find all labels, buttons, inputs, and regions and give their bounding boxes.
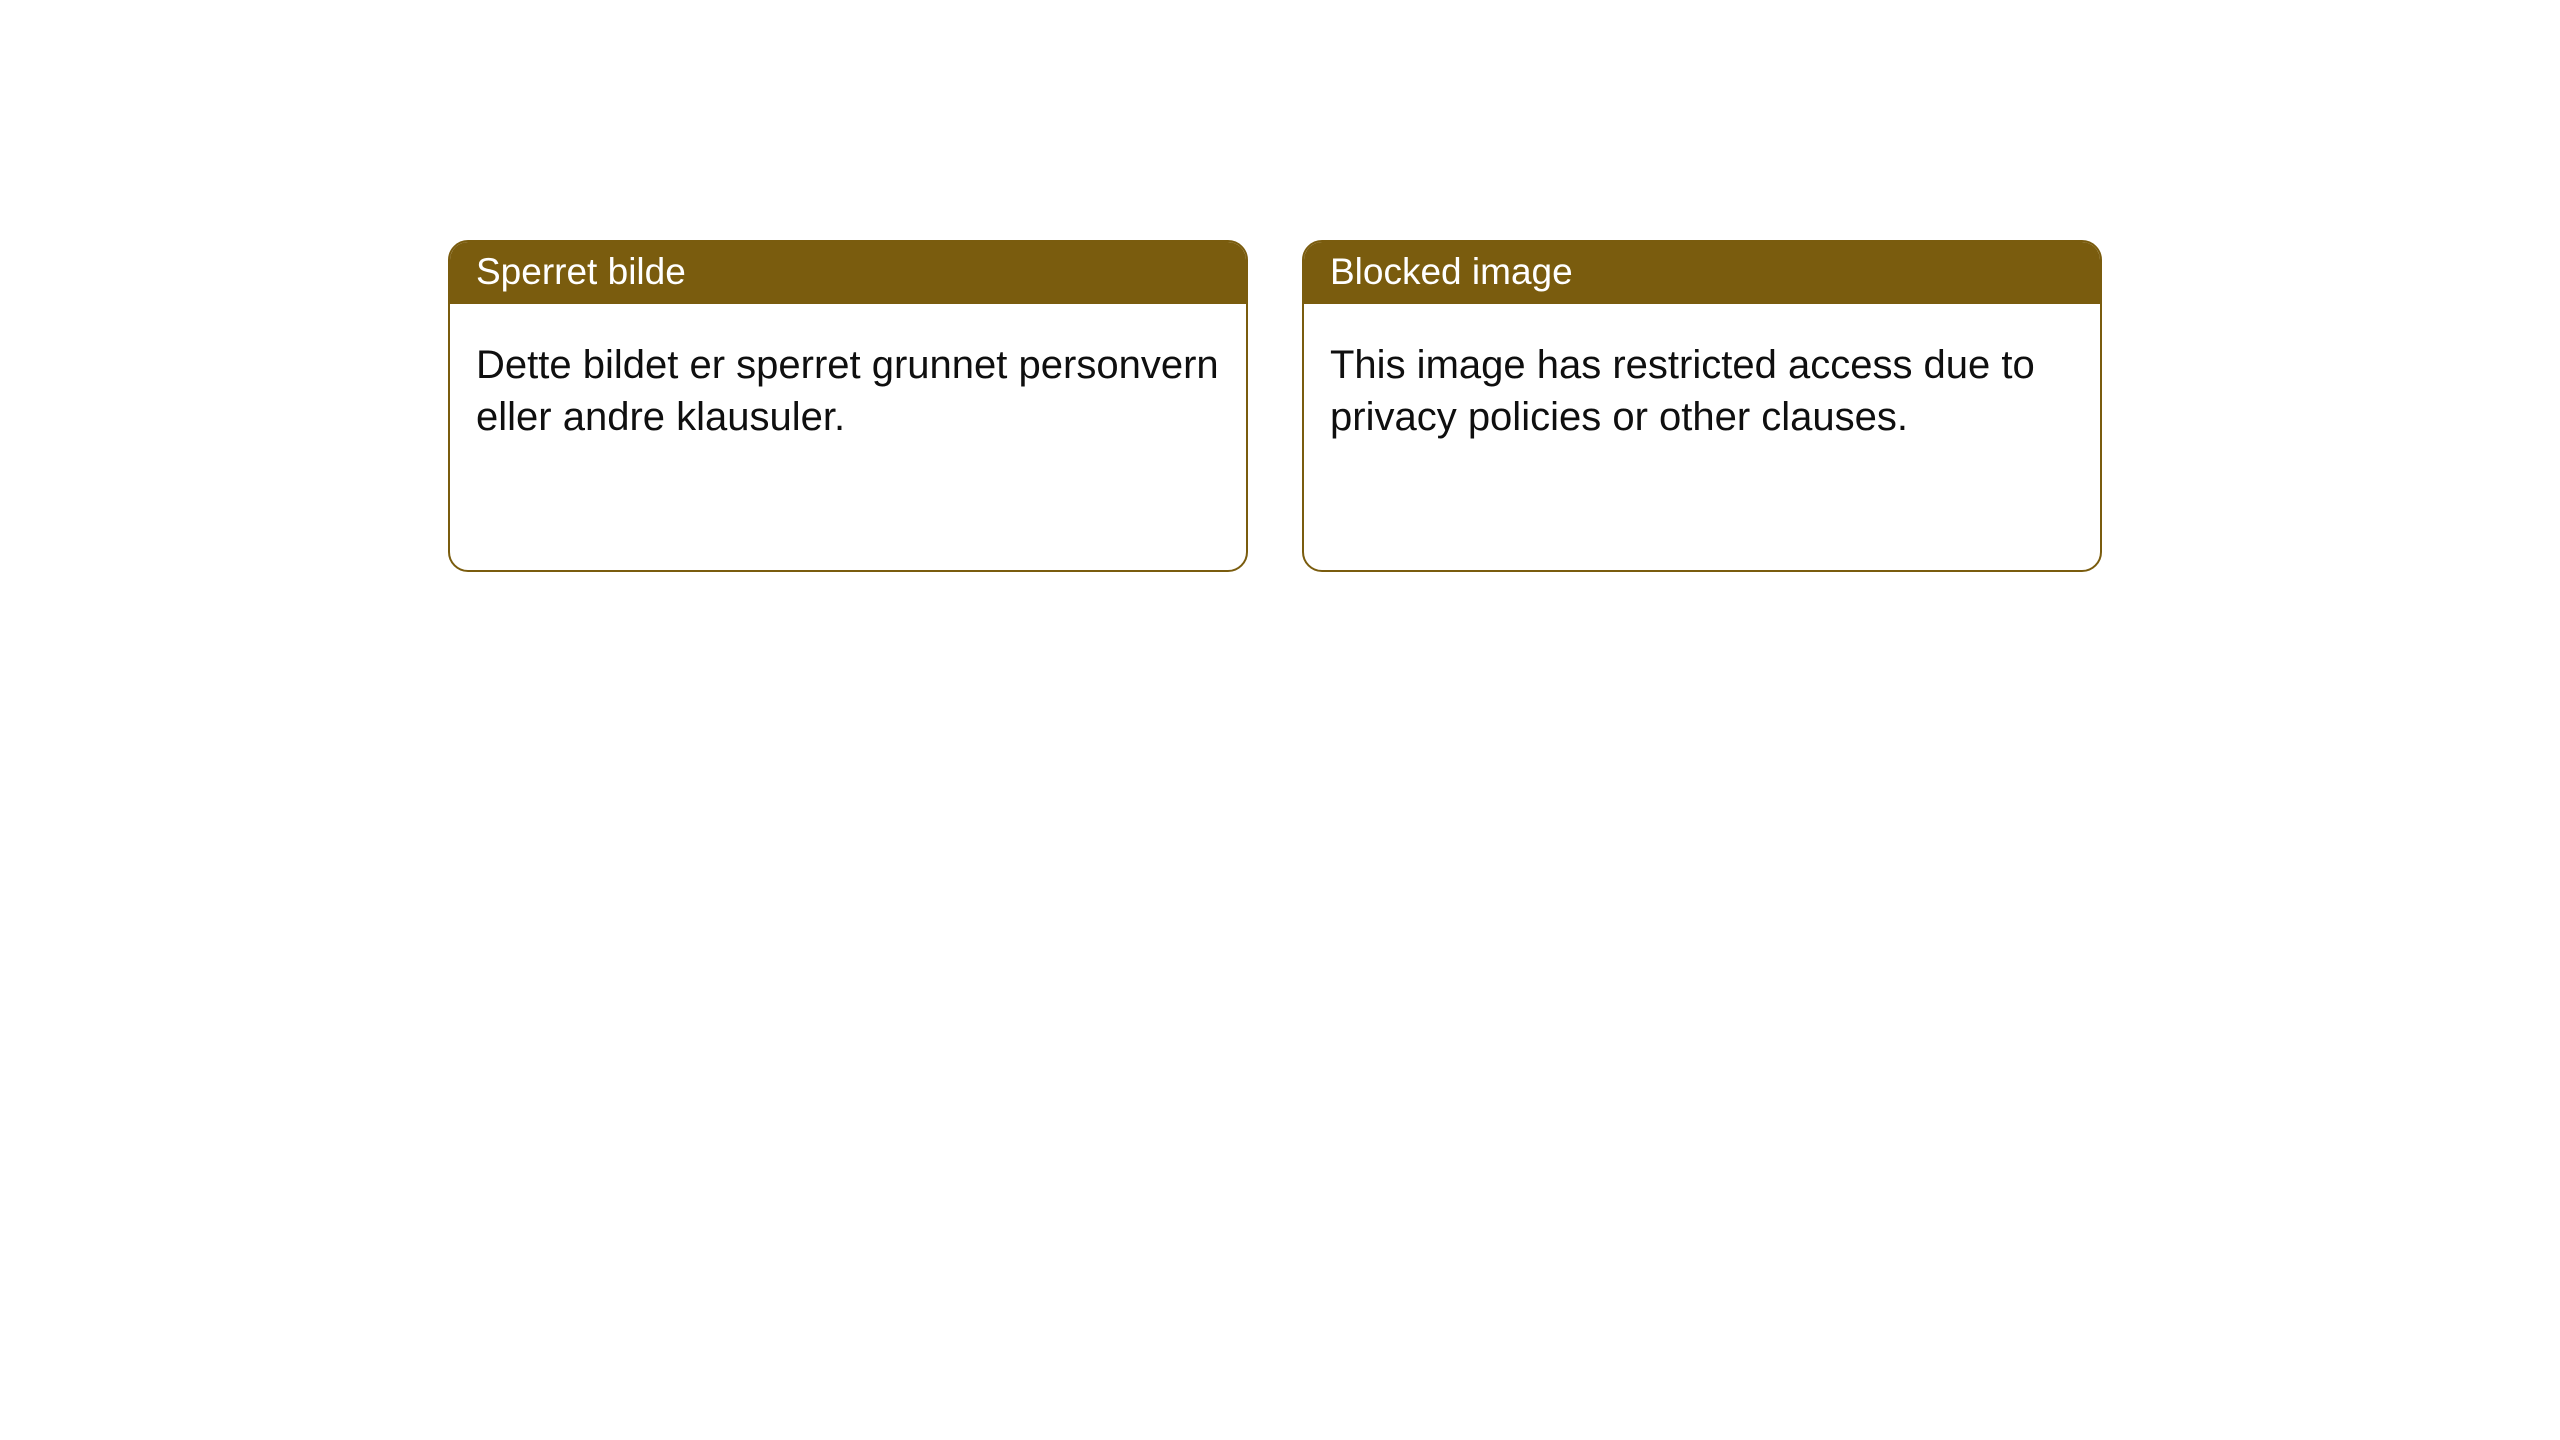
- notice-body-english: This image has restricted access due to …: [1304, 304, 2100, 468]
- notice-header-english: Blocked image: [1304, 242, 2100, 304]
- notice-card-norwegian: Sperret bilde Dette bildet er sperret gr…: [448, 240, 1248, 572]
- notice-card-english: Blocked image This image has restricted …: [1302, 240, 2102, 572]
- notice-header-norwegian: Sperret bilde: [450, 242, 1246, 304]
- notice-body-norwegian: Dette bildet er sperret grunnet personve…: [450, 304, 1246, 468]
- notice-container: Sperret bilde Dette bildet er sperret gr…: [0, 0, 2560, 572]
